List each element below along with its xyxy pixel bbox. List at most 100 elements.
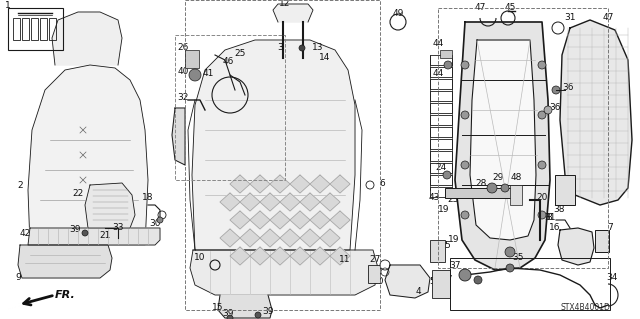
Polygon shape [300, 229, 320, 247]
Text: 7: 7 [607, 224, 613, 233]
Circle shape [505, 247, 515, 257]
Text: 38: 38 [553, 205, 564, 214]
Polygon shape [172, 108, 185, 165]
Text: 2: 2 [17, 181, 23, 189]
Text: 20: 20 [536, 194, 548, 203]
Polygon shape [28, 65, 148, 245]
Text: 39: 39 [69, 226, 81, 234]
Polygon shape [290, 247, 310, 265]
Text: 26: 26 [177, 42, 189, 51]
Text: 21: 21 [99, 231, 111, 240]
Bar [432, 270, 450, 298]
Polygon shape [280, 193, 300, 211]
Text: 15: 15 [212, 303, 224, 313]
Circle shape [461, 61, 469, 69]
Bar [430, 67, 452, 77]
Text: 31: 31 [544, 213, 556, 222]
Circle shape [461, 211, 469, 219]
Text: 47: 47 [602, 13, 614, 23]
Text: 10: 10 [195, 254, 205, 263]
Circle shape [538, 111, 546, 119]
Bar [555, 175, 575, 205]
Text: 16: 16 [549, 224, 561, 233]
Polygon shape [270, 175, 290, 193]
Bar [49, 18, 56, 40]
Text: 11: 11 [339, 256, 351, 264]
Circle shape [538, 61, 546, 69]
Text: 32: 32 [177, 93, 189, 102]
Circle shape [157, 217, 163, 223]
Polygon shape [300, 193, 320, 211]
Text: 1: 1 [5, 2, 11, 11]
Circle shape [255, 312, 261, 318]
Bar [40, 18, 47, 40]
Circle shape [227, 315, 233, 319]
Text: 29: 29 [492, 174, 504, 182]
Circle shape [461, 111, 469, 119]
Text: 6: 6 [379, 179, 385, 188]
Bar [430, 103, 452, 113]
Polygon shape [320, 229, 340, 247]
Text: 36: 36 [549, 102, 561, 112]
Polygon shape [260, 229, 280, 247]
Text: 27: 27 [369, 256, 381, 264]
Polygon shape [250, 247, 270, 265]
Text: FR.: FR. [55, 290, 76, 300]
Bar [450, 258, 610, 310]
Circle shape [538, 161, 546, 169]
Polygon shape [310, 175, 330, 193]
Text: 8: 8 [546, 213, 552, 222]
Bar [430, 79, 452, 89]
Text: 31: 31 [564, 13, 576, 23]
Text: 30: 30 [149, 219, 161, 228]
Text: 22: 22 [72, 189, 84, 197]
Text: 3: 3 [277, 43, 283, 53]
Text: 46: 46 [222, 57, 234, 66]
Polygon shape [455, 22, 550, 270]
Text: 43: 43 [428, 194, 440, 203]
Polygon shape [560, 20, 632, 205]
Circle shape [459, 269, 471, 281]
Text: 42: 42 [19, 228, 31, 238]
Circle shape [506, 264, 514, 272]
Polygon shape [18, 245, 112, 278]
Polygon shape [470, 40, 536, 240]
Circle shape [189, 69, 201, 81]
Polygon shape [192, 40, 355, 250]
Bar [595, 230, 609, 252]
Text: 47: 47 [474, 4, 486, 12]
Text: 40: 40 [177, 68, 189, 77]
Bar [368, 265, 380, 283]
Text: 25: 25 [234, 48, 246, 57]
Bar [13, 18, 20, 40]
Circle shape [443, 171, 451, 179]
Bar [31, 18, 38, 40]
Bar [430, 115, 452, 125]
Polygon shape [558, 228, 594, 265]
Polygon shape [330, 247, 350, 265]
Text: 19: 19 [448, 235, 460, 244]
Polygon shape [220, 229, 240, 247]
Polygon shape [280, 229, 300, 247]
Text: 14: 14 [319, 54, 331, 63]
Text: 39: 39 [222, 308, 234, 317]
Text: 24: 24 [435, 164, 447, 173]
Polygon shape [230, 247, 250, 265]
Polygon shape [220, 193, 240, 211]
Polygon shape [273, 4, 313, 22]
Polygon shape [190, 250, 378, 295]
Text: 17: 17 [442, 276, 454, 285]
Polygon shape [230, 211, 250, 229]
Polygon shape [52, 12, 122, 65]
Circle shape [444, 61, 452, 69]
Bar [445, 188, 515, 198]
Bar [175, 35, 285, 180]
Bar [430, 139, 452, 149]
Polygon shape [310, 247, 330, 265]
Text: 45: 45 [504, 4, 516, 12]
Bar [430, 187, 452, 197]
Bar [438, 8, 608, 268]
Bar [430, 127, 452, 137]
Polygon shape [250, 175, 270, 193]
Text: 5: 5 [444, 241, 450, 250]
